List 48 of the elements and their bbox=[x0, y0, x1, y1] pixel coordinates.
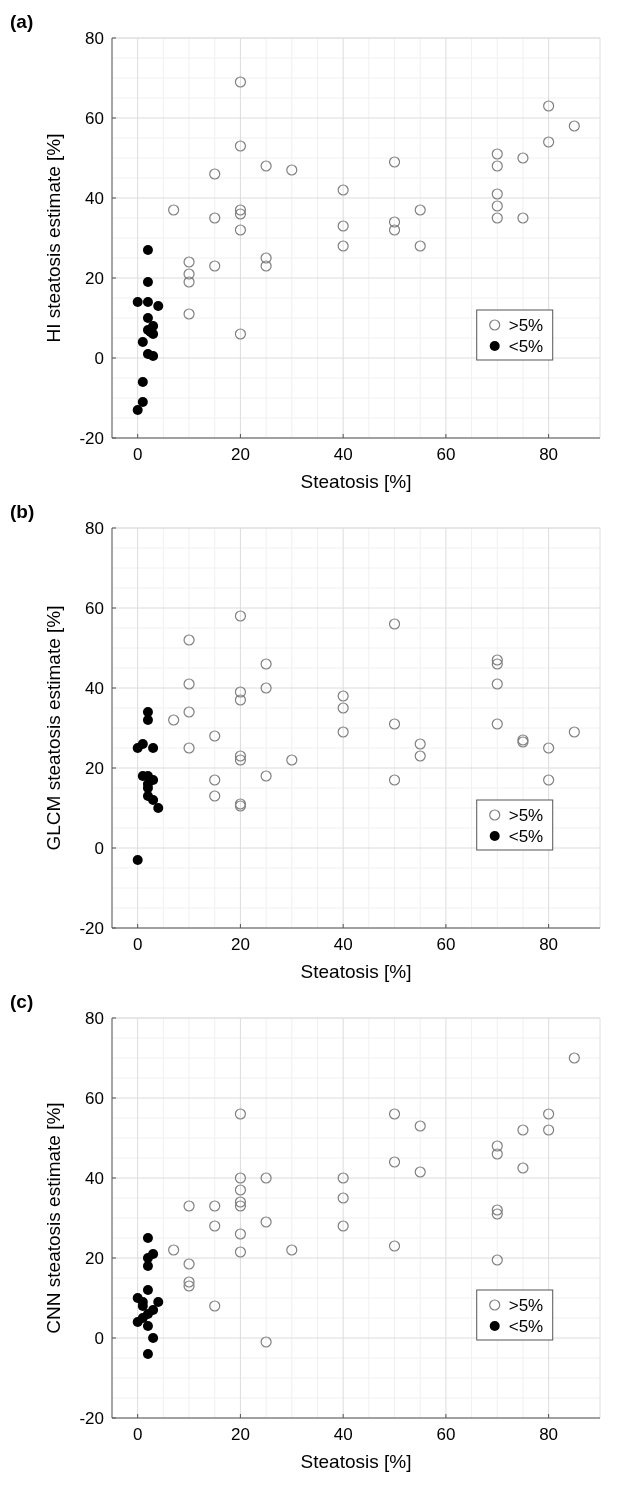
x-axis-title: Steatosis [%] bbox=[300, 1451, 412, 1472]
x-axis-title: Steatosis [%] bbox=[300, 471, 412, 492]
y-tick-label: 0 bbox=[94, 839, 104, 858]
y-axis-title: GLCM steatosis estimate [%] bbox=[43, 605, 64, 851]
y-tick-label: 0 bbox=[94, 349, 104, 368]
y-tick-label: 20 bbox=[85, 269, 104, 288]
y-axis-title: HI steatosis estimate [%] bbox=[43, 133, 64, 343]
y-tick-label: -20 bbox=[79, 919, 104, 938]
x-tick-label: 40 bbox=[333, 445, 353, 464]
legend-label: <5% bbox=[508, 337, 544, 356]
x-tick-label: 20 bbox=[230, 1425, 250, 1444]
y-tick-label: 60 bbox=[85, 109, 104, 128]
legend-label: >5% bbox=[508, 1296, 544, 1315]
x-tick-label: 60 bbox=[436, 935, 456, 954]
x-axis-title: Steatosis [%] bbox=[300, 961, 412, 982]
y-tick-label: 80 bbox=[85, 1009, 104, 1028]
x-tick-label: 40 bbox=[333, 935, 353, 954]
x-tick-label: 20 bbox=[230, 445, 250, 464]
y-tick-label: 20 bbox=[85, 759, 104, 778]
y-tick-label: 60 bbox=[85, 1089, 104, 1108]
y-tick-label: 40 bbox=[85, 189, 104, 208]
y-tick-label: -20 bbox=[79, 1409, 104, 1428]
chart-title: (a) bbox=[10, 11, 34, 32]
x-tick-label: 80 bbox=[539, 445, 559, 464]
y-tick-label: 80 bbox=[85, 29, 104, 48]
y-tick-label: 40 bbox=[85, 1169, 104, 1188]
y-tick-label: 60 bbox=[85, 599, 104, 618]
x-tick-label: 80 bbox=[539, 1425, 559, 1444]
y-axis-title: CNN steatosis estimate [%] bbox=[43, 1102, 64, 1334]
y-tick-label: -20 bbox=[79, 429, 104, 448]
legend-label: <5% bbox=[508, 1317, 544, 1336]
x-tick-label: 0 bbox=[132, 1425, 143, 1444]
x-tick-label: 60 bbox=[436, 1425, 456, 1444]
chart-title: (c) bbox=[10, 991, 34, 1012]
x-tick-label: 80 bbox=[539, 935, 559, 954]
y-tick-label: 20 bbox=[85, 1249, 104, 1268]
legend-label: <5% bbox=[508, 827, 544, 846]
y-tick-label: 80 bbox=[85, 519, 104, 538]
x-tick-label: 60 bbox=[436, 445, 456, 464]
y-tick-label: 40 bbox=[85, 679, 104, 698]
legend-label: >5% bbox=[508, 316, 544, 335]
chart-title: (b) bbox=[10, 501, 35, 522]
x-tick-label: 20 bbox=[230, 935, 250, 954]
legend-label: >5% bbox=[508, 806, 544, 825]
x-tick-label: 0 bbox=[132, 935, 143, 954]
x-tick-label: 0 bbox=[132, 445, 143, 464]
y-tick-label: 0 bbox=[94, 1329, 104, 1348]
x-tick-label: 40 bbox=[333, 1425, 353, 1444]
